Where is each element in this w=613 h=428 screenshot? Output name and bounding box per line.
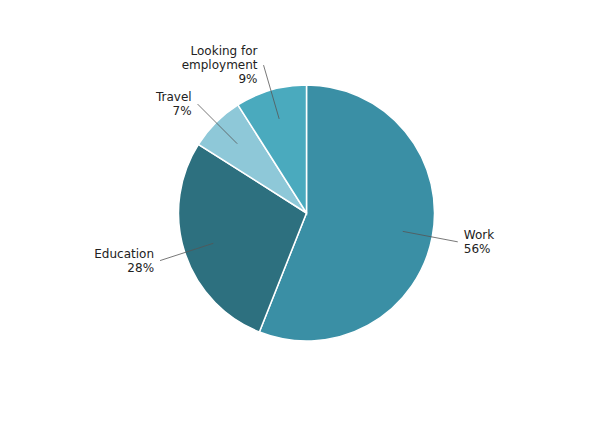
svg-text:Travel7%: Travel7% xyxy=(155,90,192,118)
svg-text:Education28%: Education28% xyxy=(94,247,154,275)
svg-text:Looking foremployment9%: Looking foremployment9% xyxy=(182,44,258,86)
svg-text:Work56%: Work56% xyxy=(464,228,494,256)
